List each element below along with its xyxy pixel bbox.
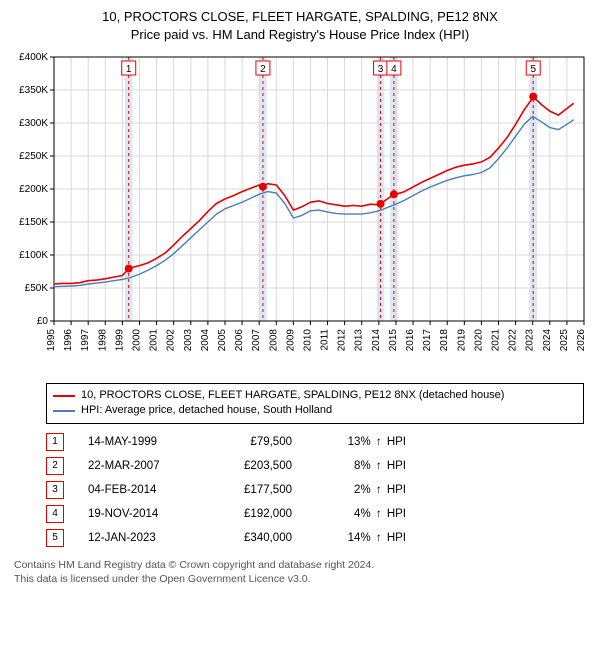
svg-text:1996: 1996 [63,329,74,352]
svg-text:2: 2 [260,64,266,75]
svg-text:2010: 2010 [302,329,313,352]
svg-text:£0: £0 [37,316,49,327]
svg-text:2020: 2020 [473,329,484,352]
attribution-line-2: This data is licensed under the Open Gov… [14,572,584,586]
event-delta: 13% ↑ HPI [316,436,406,448]
event-price: £79,500 [212,436,292,448]
svg-text:2014: 2014 [371,329,382,352]
event-delta: 8% ↑ HPI [316,460,406,472]
svg-text:£400K: £400K [19,52,48,63]
event-badge: 3 [46,481,64,499]
chart-area: £0 £50K £100K £150K £200K £250K £300K £350K £400… [6,49,594,379]
svg-text:2017: 2017 [422,329,433,352]
event-price: £340,000 [212,532,292,544]
svg-text:1999: 1999 [114,329,125,352]
svg-text:£350K: £350K [19,85,48,96]
svg-text:1995: 1995 [46,329,57,352]
event-badge: 2 [46,457,64,475]
arrow-up-icon: ↑ [376,460,382,472]
svg-text:£300K: £300K [19,118,48,129]
events-table: 1 14-MAY-1999 £79,500 13% ↑ HPI 2 22-MAR-2007… [46,430,584,550]
svg-text:£50K: £50K [25,283,49,294]
attribution-line-1: Contains HM Land Registry data © Crown c… [14,558,584,572]
legend-row: HPI: Average price, detached house, Sout… [53,403,577,418]
legend-row: 10, PROCTORS CLOSE, FLEET HARGATE, SPALD… [53,388,577,403]
svg-text:2006: 2006 [234,329,245,352]
event-row: 1 14-MAY-1999 £79,500 13% ↑ HPI [46,430,584,454]
svg-text:2016: 2016 [405,329,416,352]
attribution-block: Contains HM Land Registry data © Crown c… [14,558,584,586]
svg-text:£250K: £250K [19,151,48,162]
svg-text:2005: 2005 [217,329,228,352]
legend-box: 10, PROCTORS CLOSE, FLEET HARGATE, SPALD… [46,383,584,424]
arrow-up-icon: ↑ [376,532,382,544]
svg-text:2019: 2019 [456,329,467,352]
svg-text:2026: 2026 [576,329,587,352]
svg-text:2013: 2013 [354,329,365,352]
event-row: 3 04-FEB-2014 £177,500 2% ↑ HPI [46,478,584,502]
svg-text:2012: 2012 [337,329,348,352]
event-badge: 4 [46,505,64,523]
svg-text:5: 5 [530,64,536,75]
arrow-up-icon: ↑ [376,436,382,448]
svg-text:2015: 2015 [388,329,399,352]
svg-text:2003: 2003 [183,329,194,352]
chart-container: 10, PROCTORS CLOSE, FLEET HARGATE, SPALD… [0,0,600,594]
legend-label: HPI: Average price, detached house, Sout… [81,403,332,418]
svg-text:2001: 2001 [149,329,160,352]
event-date: 22-MAR-2007 [88,460,188,472]
svg-text:2022: 2022 [508,329,519,352]
arrow-up-icon: ↑ [376,508,382,520]
svg-text:2009: 2009 [285,329,296,352]
svg-text:2004: 2004 [200,329,211,352]
arrow-up-icon: ↑ [376,484,382,496]
svg-text:2002: 2002 [166,329,177,352]
svg-text:2011: 2011 [320,329,331,351]
event-row: 5 12-JAN-2023 £340,000 14% ↑ HPI [46,526,584,550]
svg-text:1998: 1998 [97,329,108,352]
legend-swatch [53,395,75,397]
event-date: 04-FEB-2014 [88,484,188,496]
event-badge: 5 [46,529,64,547]
svg-text:2021: 2021 [491,329,502,352]
svg-text:3: 3 [378,64,384,75]
svg-text:£150K: £150K [19,217,48,228]
legend-label: 10, PROCTORS CLOSE, FLEET HARGATE, SPALD… [81,388,504,403]
event-date: 19-NOV-2014 [88,508,188,520]
svg-text:1: 1 [126,64,132,75]
event-row: 2 22-MAR-2007 £203,500 8% ↑ HPI [46,454,584,478]
svg-text:2018: 2018 [439,329,450,352]
price-chart-svg: £0 £50K £100K £150K £200K £250K £300K £350K £400… [6,49,594,379]
title-block: 10, PROCTORS CLOSE, FLEET HARGATE, SPALD… [6,8,594,43]
event-price: £203,500 [212,460,292,472]
svg-text:1997: 1997 [80,329,91,352]
title-line-1: 10, PROCTORS CLOSE, FLEET HARGATE, SPALD… [6,8,594,26]
svg-text:2024: 2024 [542,329,553,352]
svg-text:£100K: £100K [19,250,48,261]
event-row: 4 19-NOV-2014 £192,000 4% ↑ HPI [46,502,584,526]
svg-text:£200K: £200K [19,184,48,195]
svg-text:4: 4 [391,64,397,75]
legend-swatch [53,410,75,412]
svg-text:2025: 2025 [559,329,570,352]
event-price: £177,500 [212,484,292,496]
event-date: 12-JAN-2023 [88,532,188,544]
svg-text:2000: 2000 [131,329,142,352]
event-date: 14-MAY-1999 [88,436,188,448]
svg-text:2008: 2008 [268,329,279,352]
event-delta: 4% ↑ HPI [316,508,406,520]
svg-text:2023: 2023 [525,329,536,352]
svg-text:2007: 2007 [251,329,262,352]
event-badge: 1 [46,433,64,451]
event-price: £192,000 [212,508,292,520]
event-delta: 2% ↑ HPI [316,484,406,496]
event-delta: 14% ↑ HPI [316,532,406,544]
title-line-2: Price paid vs. HM Land Registry's House … [6,26,594,44]
